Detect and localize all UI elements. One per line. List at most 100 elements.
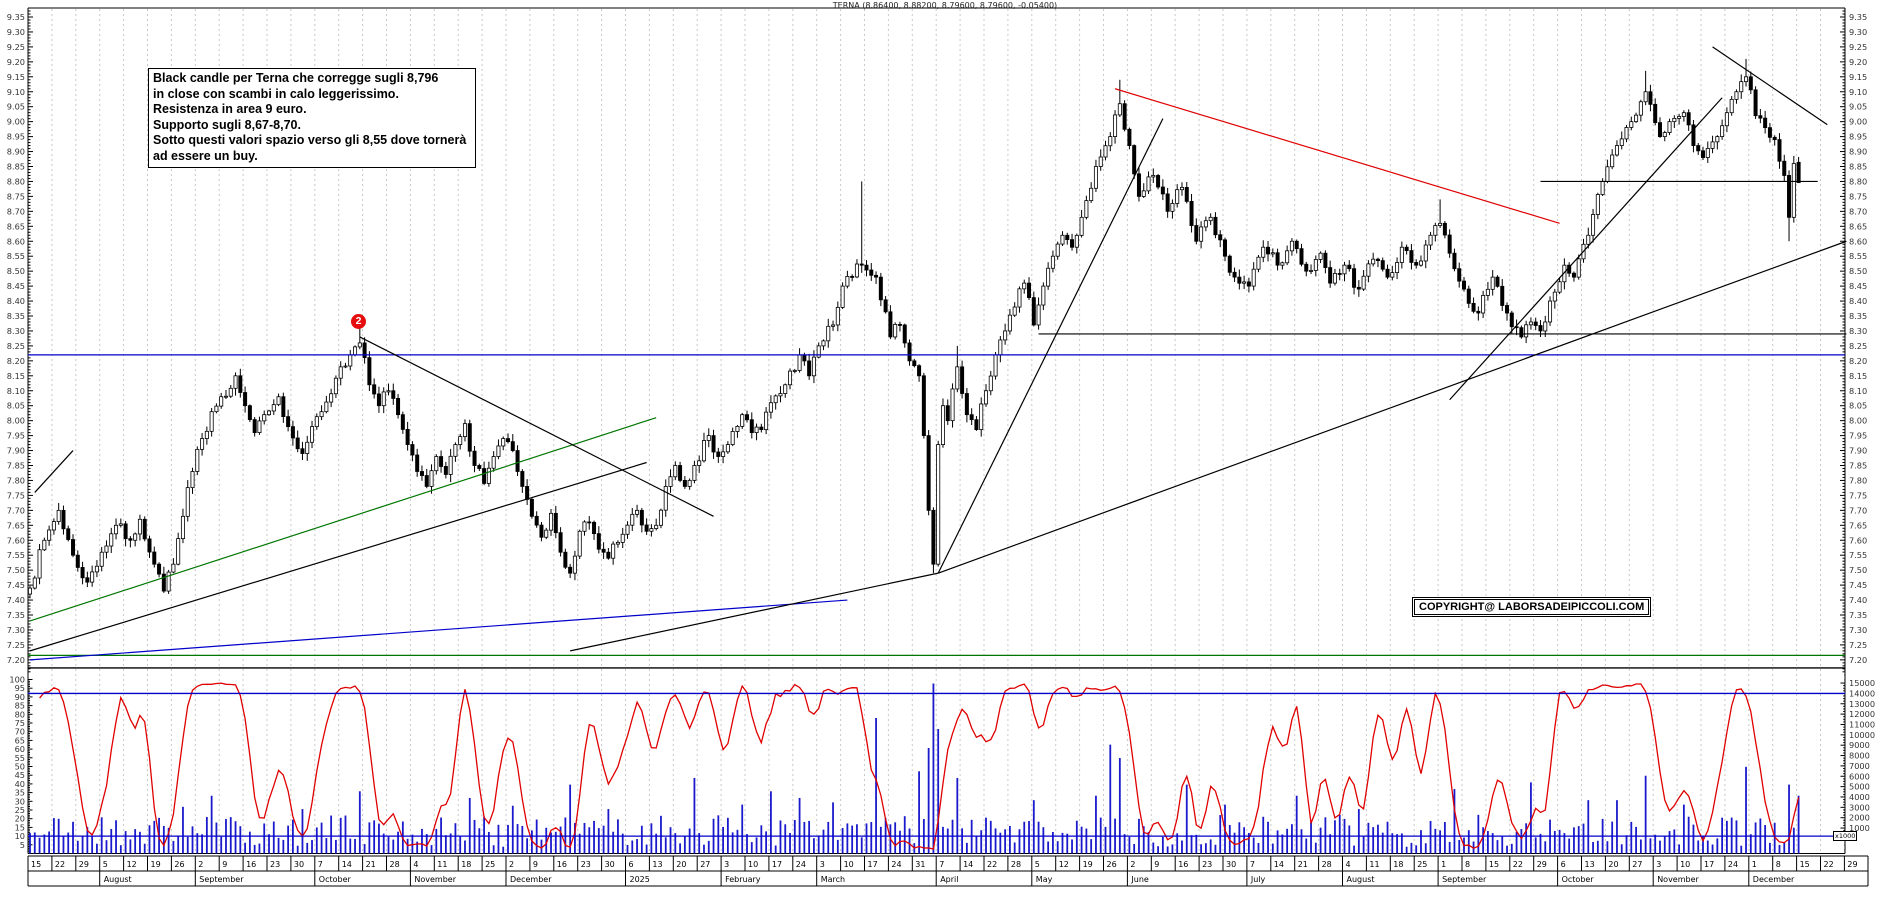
svg-text:December: December	[510, 875, 552, 884]
svg-text:14: 14	[963, 860, 973, 869]
svg-text:7.90: 7.90	[1849, 446, 1867, 456]
svg-text:31: 31	[915, 860, 925, 869]
svg-text:8.00: 8.00	[1849, 416, 1867, 426]
svg-text:1: 1	[1752, 860, 1757, 869]
svg-text:7.25: 7.25	[7, 640, 25, 650]
svg-text:17: 17	[868, 860, 878, 869]
svg-text:9.00: 9.00	[1849, 117, 1867, 127]
annotation-line: Resistenza in area 9 euro.	[153, 102, 307, 117]
svg-text:7.70: 7.70	[7, 505, 25, 515]
svg-text:22: 22	[987, 860, 997, 869]
svg-text:13000: 13000	[1849, 699, 1875, 709]
svg-text:80: 80	[15, 709, 25, 719]
axes: 7.20 7.20 7.25 7.25 7.30 7.30 7.35 7.35 7.40 7.40…	[7, 7, 1875, 854]
svg-text:24: 24	[796, 860, 806, 869]
annotation-line: Black candle per Terna che corregge sugl…	[153, 71, 439, 85]
svg-text:8.25: 8.25	[7, 341, 25, 351]
svg-text:11000: 11000	[1849, 719, 1875, 729]
svg-text:25: 25	[15, 805, 25, 815]
svg-text:4: 4	[413, 860, 418, 869]
svg-text:April: April	[940, 875, 958, 884]
svg-text:30: 30	[1226, 860, 1236, 869]
svg-text:29: 29	[1847, 860, 1857, 869]
svg-text:7.60: 7.60	[1849, 535, 1867, 545]
svg-text:14: 14	[342, 860, 352, 869]
svg-text:3: 3	[1656, 860, 1661, 869]
svg-text:7.40: 7.40	[1849, 595, 1867, 605]
svg-text:9.25: 9.25	[7, 42, 25, 52]
svg-text:60: 60	[15, 744, 25, 754]
svg-text:7.65: 7.65	[1849, 520, 1867, 530]
copyright-badge: COPYRIGHT@ LABORSADEIPICCOLI.COM	[1412, 597, 1652, 617]
svg-text:8.80: 8.80	[7, 176, 25, 186]
svg-text:27: 27	[700, 860, 710, 869]
svg-text:4000: 4000	[1849, 792, 1870, 802]
svg-text:22: 22	[1824, 860, 1834, 869]
svg-text:19: 19	[1083, 860, 1093, 869]
svg-text:9: 9	[222, 860, 227, 869]
svg-text:10: 10	[748, 860, 758, 869]
svg-text:7: 7	[1250, 860, 1255, 869]
svg-text:8.15: 8.15	[7, 371, 25, 381]
svg-text:8: 8	[1465, 860, 1470, 869]
svg-text:7.30: 7.30	[1849, 625, 1867, 635]
svg-text:5: 5	[103, 860, 108, 869]
svg-text:30: 30	[605, 860, 615, 869]
svg-text:8.10: 8.10	[1849, 386, 1867, 396]
svg-text:10: 10	[1680, 860, 1690, 869]
svg-text:8.00: 8.00	[7, 416, 25, 426]
svg-text:45: 45	[15, 770, 25, 780]
svg-text:5: 5	[1035, 860, 1040, 869]
svg-text:7.45: 7.45	[1849, 580, 1867, 590]
svg-text:7.50: 7.50	[7, 565, 25, 575]
svg-text:8.05: 8.05	[7, 401, 25, 411]
svg-text:10000: 10000	[1849, 730, 1875, 740]
svg-text:17: 17	[1704, 860, 1714, 869]
volume-unit-label: x1000	[1833, 831, 1858, 841]
svg-text:75: 75	[15, 718, 25, 728]
svg-text:December: December	[1753, 875, 1795, 884]
svg-text:55: 55	[15, 753, 25, 763]
svg-text:16: 16	[246, 860, 256, 869]
svg-text:8.70: 8.70	[7, 206, 25, 216]
svg-text:July: July	[1250, 875, 1266, 884]
copyright-text: COPYRIGHT@ LABORSADEIPICCOLI.COM	[1414, 599, 1650, 615]
svg-text:16: 16	[557, 860, 567, 869]
svg-text:8.50: 8.50	[1849, 266, 1867, 276]
svg-text:8.55: 8.55	[7, 251, 25, 261]
svg-text:11: 11	[1369, 860, 1379, 869]
svg-text:20: 20	[1608, 860, 1618, 869]
svg-text:7.80: 7.80	[1849, 475, 1867, 485]
svg-text:February: February	[725, 875, 761, 884]
svg-text:7.25: 7.25	[1849, 640, 1867, 650]
svg-text:6: 6	[1561, 860, 1566, 869]
svg-text:8.45: 8.45	[7, 281, 25, 291]
svg-text:2: 2	[1130, 860, 1135, 869]
volume-bars	[29, 683, 1800, 854]
svg-text:9.20: 9.20	[7, 57, 25, 67]
svg-text:9.00: 9.00	[7, 117, 25, 127]
svg-text:May: May	[1036, 875, 1053, 884]
svg-text:29: 29	[79, 860, 89, 869]
svg-text:2: 2	[509, 860, 514, 869]
svg-text:9.30: 9.30	[7, 27, 25, 37]
svg-text:1000: 1000	[1849, 823, 1870, 833]
svg-text:7.40: 7.40	[7, 595, 25, 605]
svg-text:8.65: 8.65	[7, 221, 25, 231]
svg-text:26: 26	[1107, 860, 1117, 869]
svg-text:8.80: 8.80	[1849, 176, 1867, 186]
svg-text:November: November	[414, 875, 456, 884]
svg-text:23: 23	[581, 860, 591, 869]
svg-text:8.75: 8.75	[1849, 191, 1867, 201]
svg-text:28: 28	[1322, 860, 1332, 869]
svg-text:19: 19	[151, 860, 161, 869]
annotation-line: Sotto questi valori spazio verso gli 8,5…	[153, 133, 467, 148]
svg-text:21: 21	[366, 860, 376, 869]
svg-text:28: 28	[390, 860, 400, 869]
svg-text:2: 2	[198, 860, 203, 869]
svg-text:8.25: 8.25	[1849, 341, 1867, 351]
candles	[27, 58, 1801, 599]
svg-text:14: 14	[1274, 860, 1284, 869]
svg-text:8.60: 8.60	[7, 236, 25, 246]
